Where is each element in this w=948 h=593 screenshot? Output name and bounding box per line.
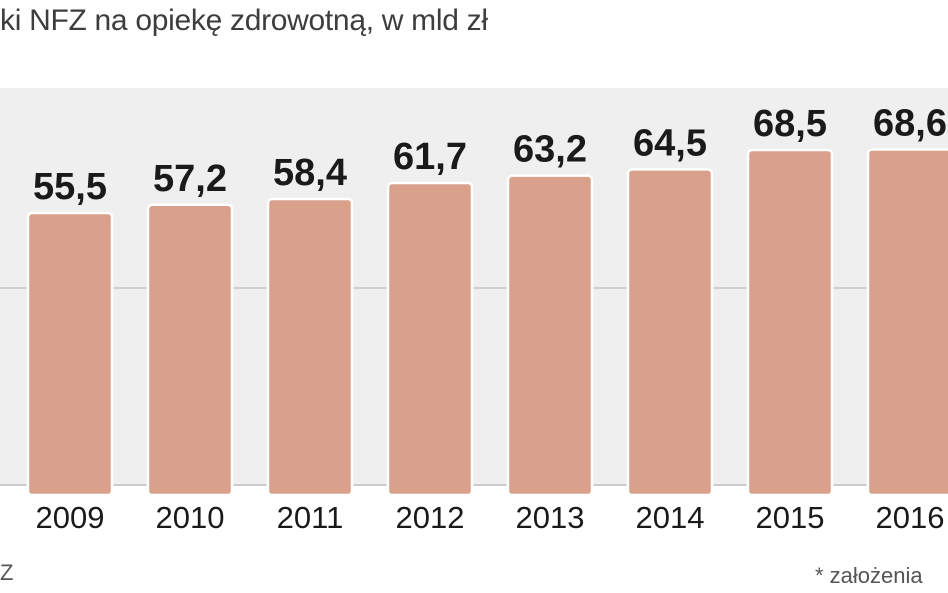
year-label-2013: 2013 — [516, 500, 585, 535]
bar-2010 — [146, 203, 234, 497]
assumption-footnote: * założenia — [815, 563, 923, 588]
value-label-2011: 58,4 — [273, 152, 347, 194]
bar-2012 — [386, 181, 474, 497]
source-footnote: Z — [0, 560, 14, 585]
bar-2013 — [506, 174, 594, 497]
year-label-2010: 2010 — [156, 500, 225, 535]
value-label-2012: 61,7 — [393, 136, 467, 178]
value-label-2010: 57,2 — [153, 158, 227, 200]
bar-2014 — [626, 168, 714, 497]
value-label-2014: 64,5 — [633, 122, 707, 164]
value-label-2015: 68,5 — [753, 103, 827, 145]
bar-2009 — [26, 211, 114, 497]
bars-group — [26, 148, 948, 497]
year-label-2009: 2009 — [36, 500, 105, 535]
value-label-2009: 55,5 — [33, 166, 107, 208]
bar-2011 — [266, 197, 354, 497]
year-labels-group: 2009 2010 2011 2012 2013 2014 2015 2016 — [36, 500, 945, 535]
year-label-2012: 2012 — [396, 500, 465, 535]
chart-title: ki NFZ na opiekę zdrowotną, w mld zł — [0, 4, 488, 37]
value-label-2013: 63,2 — [513, 129, 587, 171]
value-labels-group: 55,5 57,2 58,4 61,7 63,2 64,5 68,5 68,6 — [33, 103, 947, 208]
value-label-2016: 68,6 — [873, 103, 947, 145]
year-label-2014: 2014 — [636, 500, 705, 535]
bar-2015 — [746, 148, 834, 497]
year-label-2015: 2015 — [756, 500, 825, 535]
year-label-2016: 2016 — [876, 500, 945, 535]
bar-2016 — [866, 148, 948, 497]
year-label-2011: 2011 — [277, 500, 344, 535]
